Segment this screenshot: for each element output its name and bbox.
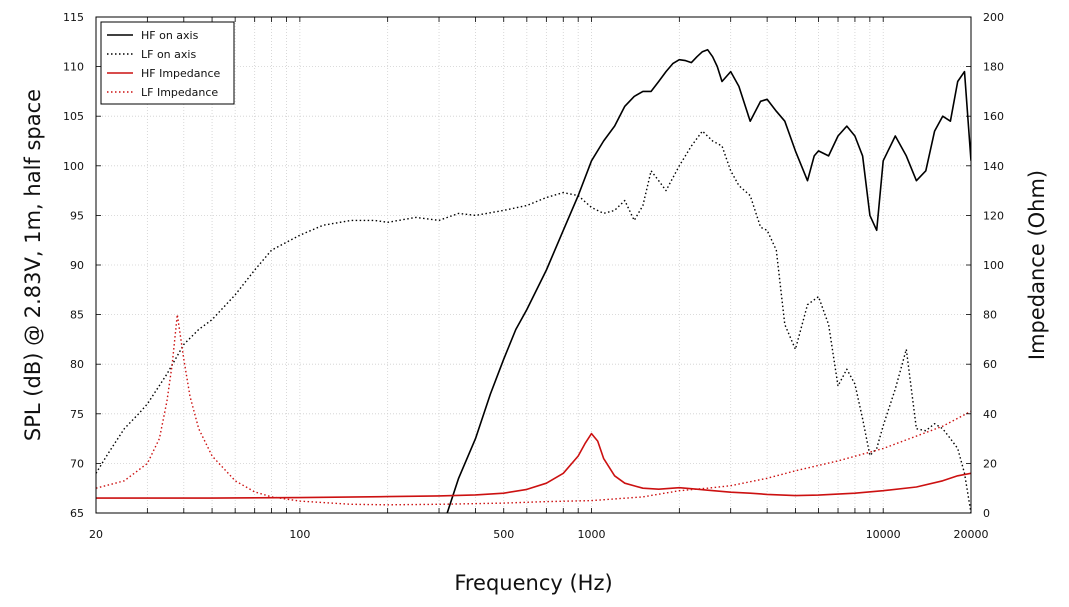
y-tick-label: 65: [70, 507, 84, 520]
y2-tick-label: 20: [983, 457, 997, 470]
y-tick-label: 80: [70, 358, 84, 371]
series-line-lf-impedance: [96, 313, 971, 506]
y2-tick-label: 160: [983, 110, 1004, 123]
x-tick-label: 10000: [866, 528, 901, 541]
y2-tick-label: 0: [983, 507, 990, 520]
x-tick-label: 20000: [954, 528, 989, 541]
y2-tick-label: 180: [983, 61, 1004, 74]
series-line-lf-on-axis: [96, 130, 971, 513]
y2-tick-label: 100: [983, 259, 1004, 272]
y-tick-label: 110: [63, 61, 84, 74]
y-tick-label: 75: [70, 408, 84, 421]
y-tick-label: 105: [63, 110, 84, 123]
y-tick-label: 115: [63, 11, 84, 24]
legend-label-lf-impedance: LF Impedance: [141, 86, 218, 99]
legend: HF on axis LF on axis HF Impedance LF Imped…: [100, 21, 235, 105]
y2-tick-label: 60: [983, 358, 997, 371]
x-tick-label: 100: [289, 528, 310, 541]
plot-series: [96, 48, 971, 513]
x-tick-label: 500: [493, 528, 514, 541]
y-tick-label: 90: [70, 259, 84, 272]
y2-tick-label: 40: [983, 408, 997, 421]
y2-tick-label: 80: [983, 309, 997, 322]
series-line-hf-impedance: [96, 432, 971, 499]
y-tick-label: 100: [63, 160, 84, 173]
y-tick-label: 95: [70, 209, 84, 222]
legend-label-hf-on-axis: HF on axis: [141, 29, 199, 42]
y-tick-label: 70: [70, 457, 84, 470]
y-axis-title: SPL (dB) @ 2.83V, 1m, half space: [21, 89, 45, 441]
y-tick-label: 85: [70, 309, 84, 322]
axis-ticks: 20 100 500 1000 10000 20000657075808590951001…: [63, 11, 1004, 541]
y2-tick-label: 120: [983, 209, 1004, 222]
legend-label-lf-on-axis: LF on axis: [141, 48, 196, 61]
x-axis-title: Frequency (Hz): [454, 571, 612, 595]
y2-axis-title: Impedance (Ohm): [1025, 170, 1049, 360]
y2-tick-label: 200: [983, 11, 1004, 24]
legend-label-hf-impedance: HF Impedance: [141, 67, 221, 80]
series-line-hf-on-axis: [446, 48, 971, 513]
y2-tick-label: 140: [983, 160, 1004, 173]
x-tick-label: 20: [89, 528, 103, 541]
x-tick-label: 1000: [578, 528, 606, 541]
